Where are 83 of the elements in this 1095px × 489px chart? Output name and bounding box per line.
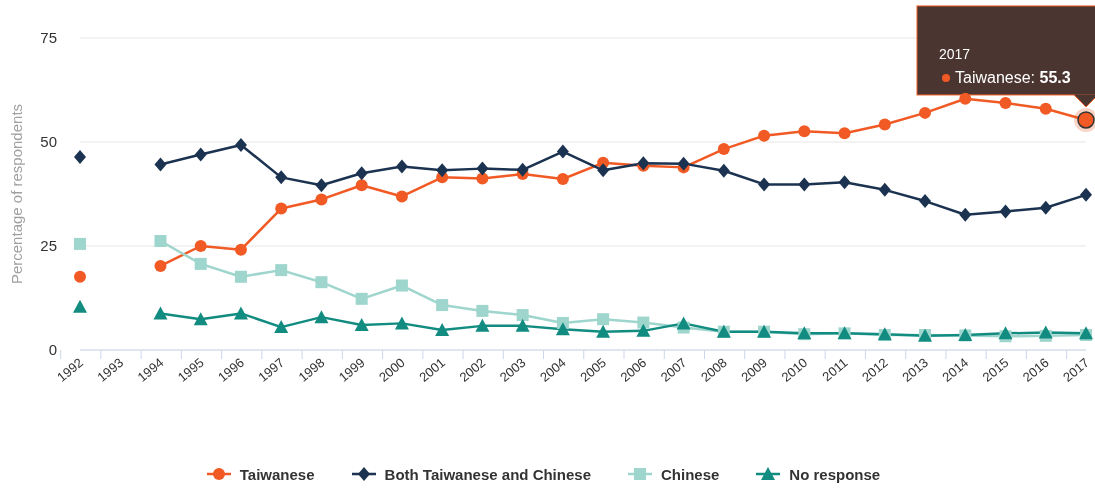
point (194, 240, 207, 252)
point (314, 310, 329, 324)
tooltip: 2017 Taiwanese: 55.3 (916, 5, 1095, 108)
point (355, 179, 368, 192)
point (1080, 187, 1092, 202)
point (838, 175, 851, 190)
point (355, 166, 368, 181)
point (999, 96, 1012, 109)
point (435, 323, 450, 337)
point (476, 304, 489, 317)
legend-label: Taiwanese (239, 465, 315, 483)
point (475, 318, 490, 332)
point (677, 156, 690, 171)
point (959, 92, 972, 105)
point (476, 172, 489, 185)
point (315, 178, 328, 193)
point (234, 243, 247, 256)
point (234, 270, 247, 283)
point (555, 322, 570, 336)
point (395, 190, 408, 203)
point (878, 118, 891, 131)
point (1038, 325, 1053, 339)
point (1039, 200, 1052, 215)
point (515, 318, 530, 332)
point (717, 163, 730, 178)
point (355, 292, 368, 305)
point (74, 149, 86, 164)
point (636, 323, 651, 337)
point (234, 137, 247, 152)
point (597, 163, 610, 178)
y-axis-title: Percentage of respondents (7, 103, 25, 285)
point (275, 264, 288, 277)
point (838, 127, 851, 140)
point (153, 306, 168, 320)
y-tick-label: 25 (40, 237, 57, 255)
point (758, 177, 771, 192)
y-tick-label: 0 (48, 341, 57, 359)
point (798, 177, 811, 192)
annotation: 2017 Taiwanese: 55.3 (939, 45, 1071, 86)
point (1039, 102, 1052, 115)
point (878, 182, 891, 197)
point (436, 299, 449, 312)
point (354, 318, 369, 332)
point (233, 306, 248, 320)
point (919, 106, 932, 119)
point (798, 125, 811, 138)
point (274, 320, 289, 334)
point (194, 257, 207, 270)
point (395, 279, 408, 292)
point (395, 159, 408, 174)
legend-label: Chinese (660, 465, 720, 483)
point (556, 144, 569, 159)
point (596, 324, 611, 338)
point (919, 194, 932, 209)
point (74, 237, 86, 250)
point (676, 316, 691, 330)
point (717, 143, 730, 156)
point (154, 235, 167, 248)
legend-label: No response (789, 465, 881, 483)
point (516, 309, 529, 322)
point (999, 204, 1012, 219)
point (476, 161, 489, 176)
point (516, 162, 529, 177)
point (193, 312, 208, 326)
point (275, 170, 288, 185)
point (758, 129, 771, 142)
point (154, 259, 167, 272)
point (73, 299, 87, 313)
point (275, 202, 288, 215)
point (597, 313, 610, 326)
point (998, 326, 1013, 340)
point (315, 276, 328, 289)
point (194, 147, 207, 162)
point (74, 270, 86, 283)
point (154, 157, 167, 172)
point (436, 163, 449, 178)
y-tick-label: 50 (40, 133, 57, 151)
y-tick-label: 75 (40, 29, 57, 47)
point (315, 193, 328, 206)
legend-label: Both Taiwanese and Chinese (384, 465, 591, 483)
point (556, 173, 569, 186)
point (394, 316, 409, 330)
point (959, 207, 972, 222)
